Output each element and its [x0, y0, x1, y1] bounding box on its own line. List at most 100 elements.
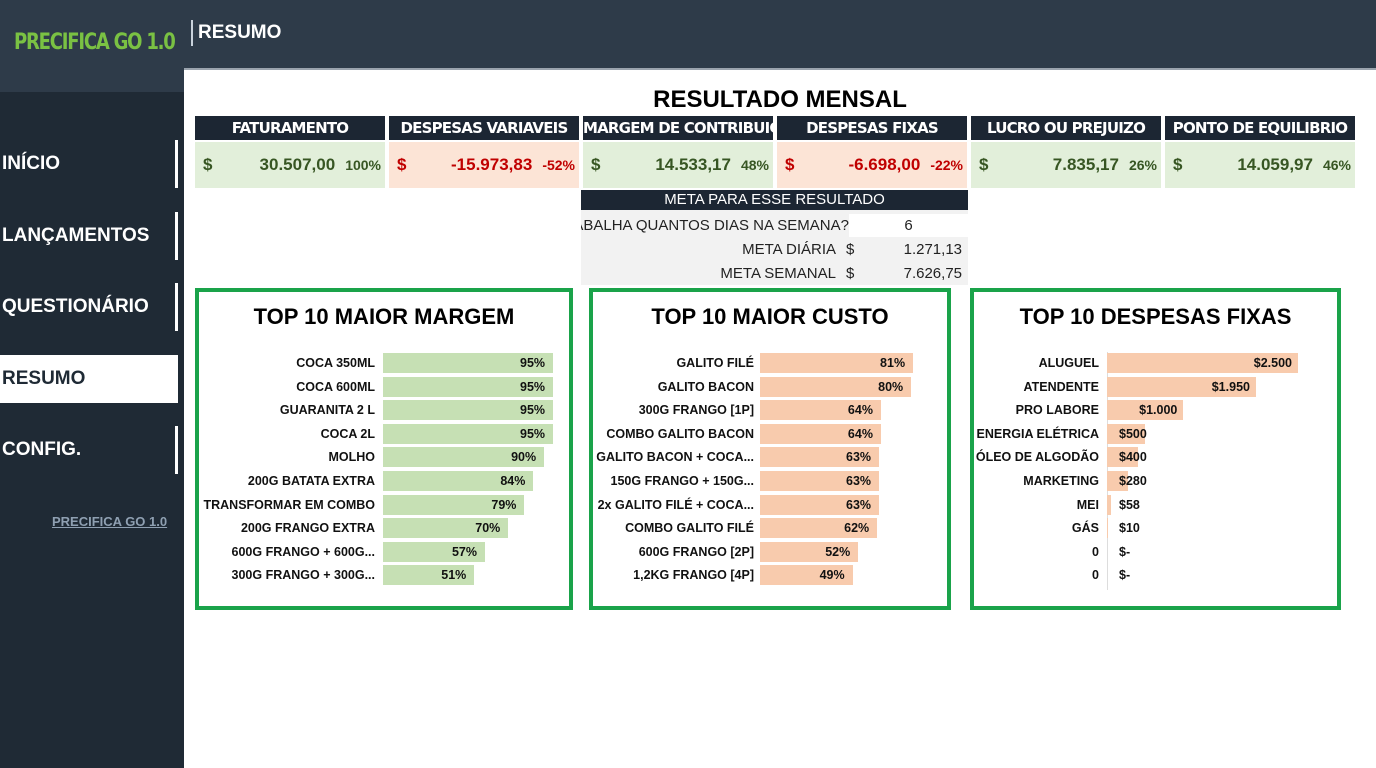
bar-category: 600G FRANGO [2P]	[638, 544, 754, 559]
bar-category: GALITO FILÉ	[676, 356, 754, 370]
panel-title: TOP 10 MAIOR CUSTO	[651, 304, 889, 329]
kpi-label: LUCRO OU PREJUIZO	[971, 116, 1161, 140]
kpi-percent: -52%	[542, 157, 575, 173]
daily-goal-label: META DIÁRIA	[742, 241, 836, 258]
kpi-currency: $	[591, 155, 601, 174]
bar-row: 2x GALITO BACON + COCA... 63%	[593, 446, 947, 468]
weekly-goal-label: META SEMANAL	[720, 265, 836, 282]
kpi-label: DESPESAS FIXAS	[777, 116, 967, 140]
bar-value-label: $280	[1119, 474, 1147, 488]
bar	[383, 518, 509, 539]
sidebar-item-lancamentos[interactable]: LANÇAMENTOS	[0, 212, 178, 260]
kpi-card: LUCRO OU PREJUIZO $7.835,17 26%	[971, 116, 1161, 188]
bar	[383, 471, 534, 491]
bar-value-label: $400	[1119, 450, 1147, 465]
kpi-value: -15.973,83	[451, 155, 533, 174]
weekly-goal-value: 7.626,75	[903, 265, 962, 282]
bar-category: MEI	[1076, 497, 1099, 512]
bar-value-label: 95%	[520, 356, 546, 370]
bar-category: COMBO GALITO FILÉ	[625, 521, 754, 536]
bar-row: 1,2KG FRANGO [4P] 49%	[593, 564, 947, 586]
bar-row: 600G FRANGO [2P] 52%	[593, 541, 947, 563]
kpi-value: 7.835,17	[1052, 155, 1119, 174]
bar-row: 600G FRANGO + 600G... 57%	[199, 541, 569, 563]
bar-row: 2x GALITO FILÉ + COCA... 63%	[593, 494, 947, 516]
bar-value-label: 62%	[844, 521, 870, 536]
bar-value-label: 63%	[846, 474, 872, 488]
bar-row: COMBO GALITO FILÉ 62%	[593, 517, 947, 539]
page-title: RESUMO	[191, 20, 281, 46]
bar-value-label: $1.950	[1211, 379, 1250, 394]
bar-row: ATENDENTE $1.950	[974, 376, 1337, 398]
bar-row: COCA 350ML 95%	[199, 352, 569, 374]
kpi-value-row: $7.835,17 26%	[971, 142, 1161, 188]
bar-row: GÁS $10	[974, 517, 1337, 539]
weekly-goal-currency: $	[846, 265, 855, 282]
bar	[1107, 494, 1112, 515]
footer-link[interactable]: PRECIFICA GO 1.0	[52, 514, 168, 529]
bar-category: COCA 350ML	[296, 356, 375, 370]
bar-row: 300G FRANGO [1P] 64%	[593, 399, 947, 421]
bar-value-label: $500	[1119, 426, 1147, 441]
bar	[760, 541, 859, 562]
bar-category: 2x GALITO BACON + COCA...	[593, 450, 754, 465]
bar-category: MARKETING	[1023, 474, 1099, 488]
bar-category: 150G FRANGO + 150G...	[610, 474, 754, 488]
bar-category: ÓLEO DE ALGODÃO	[975, 450, 1099, 465]
sidebar-item-questionario[interactable]: QUESTIONÁRIO	[0, 283, 178, 331]
kpi-label: DESPESAS VARIAVEIS	[389, 116, 579, 140]
bar-value-label: 49%	[819, 568, 845, 583]
bar-row: GALITO FILÉ 81%	[593, 352, 947, 374]
kpi-percent: 48%	[740, 157, 769, 173]
bar	[1107, 471, 1129, 491]
bar	[760, 353, 914, 373]
bar	[383, 353, 554, 373]
kpi-percent: 100%	[345, 157, 381, 173]
bar-row: COCA 2L 95%	[199, 423, 569, 445]
meta-header: META PARA ESSE RESULTADO	[581, 190, 968, 210]
bar	[383, 541, 486, 562]
bar-category: 200G FRANGO EXTRA	[240, 521, 375, 536]
bar	[760, 518, 878, 539]
bar-row: MARKETING $280	[974, 470, 1337, 492]
bar-category: MOLHO	[328, 450, 375, 465]
bar-value-label: 81%	[880, 356, 906, 370]
kpi-value: 14.059,97	[1237, 155, 1313, 174]
bar-row: GUARANITA 2 L 95%	[199, 399, 569, 421]
top10-panel: TOP 10 DESPESAS FIXAS ALUGUEL $2.500 ATENDE…	[970, 288, 1341, 610]
kpi-percent: -22%	[930, 157, 963, 173]
sidebar: INÍCIO LANÇAMENTOS QUESTIONÁRIO RESUMO C…	[0, 92, 184, 768]
bar-category: 2x GALITO FILÉ + COCA...	[597, 497, 754, 512]
kpi-currency: $	[397, 155, 407, 174]
bar-value-label: 57%	[451, 544, 478, 559]
app-logo: PRECIFICA GO 1.0	[14, 30, 176, 55]
bar-category: ALUGUEL	[1038, 356, 1099, 370]
kpi-card: FATURAMENTO $30.507,00 100%	[195, 116, 385, 188]
bar-value-label: 95%	[520, 426, 546, 441]
daily-goal-value: 1.271,13	[903, 241, 962, 258]
days-input[interactable]: 6	[849, 214, 968, 237]
top-bar: RESUMO	[0, 0, 1376, 68]
bar-category: 0	[1092, 544, 1099, 559]
sidebar-item-config[interactable]: CONFIG.	[0, 426, 178, 474]
bar-category: GALITO BACON	[657, 379, 754, 394]
bar	[760, 447, 880, 468]
bar-value-label: 63%	[846, 497, 872, 512]
bar-category: ATENDENTE	[1023, 379, 1099, 394]
sidebar-item-resumo[interactable]: RESUMO	[0, 355, 178, 403]
bar-category: PRO LABORE	[1015, 403, 1099, 418]
daily-goal-currency: $	[846, 241, 855, 258]
bar	[760, 400, 881, 421]
sidebar-item-inicio[interactable]: INÍCIO	[0, 140, 178, 188]
bar-value-label: 52%	[825, 544, 851, 559]
bar	[1107, 423, 1146, 444]
panel-title: TOP 10 DESPESAS FIXAS	[1019, 304, 1292, 329]
bar-category: 200G BATATA EXTRA	[247, 474, 375, 488]
kpi-value: 14.533,17	[655, 155, 731, 174]
bar-row: 200G FRANGO EXTRA 70%	[199, 517, 569, 539]
bar-row: 200G BATATA EXTRA 84%	[199, 470, 569, 492]
panel-title: TOP 10 MAIOR MARGEM	[253, 304, 515, 329]
kpi-value: -6.698,00	[848, 155, 921, 174]
bar	[383, 565, 475, 586]
kpi-percent: 26%	[1128, 157, 1157, 173]
